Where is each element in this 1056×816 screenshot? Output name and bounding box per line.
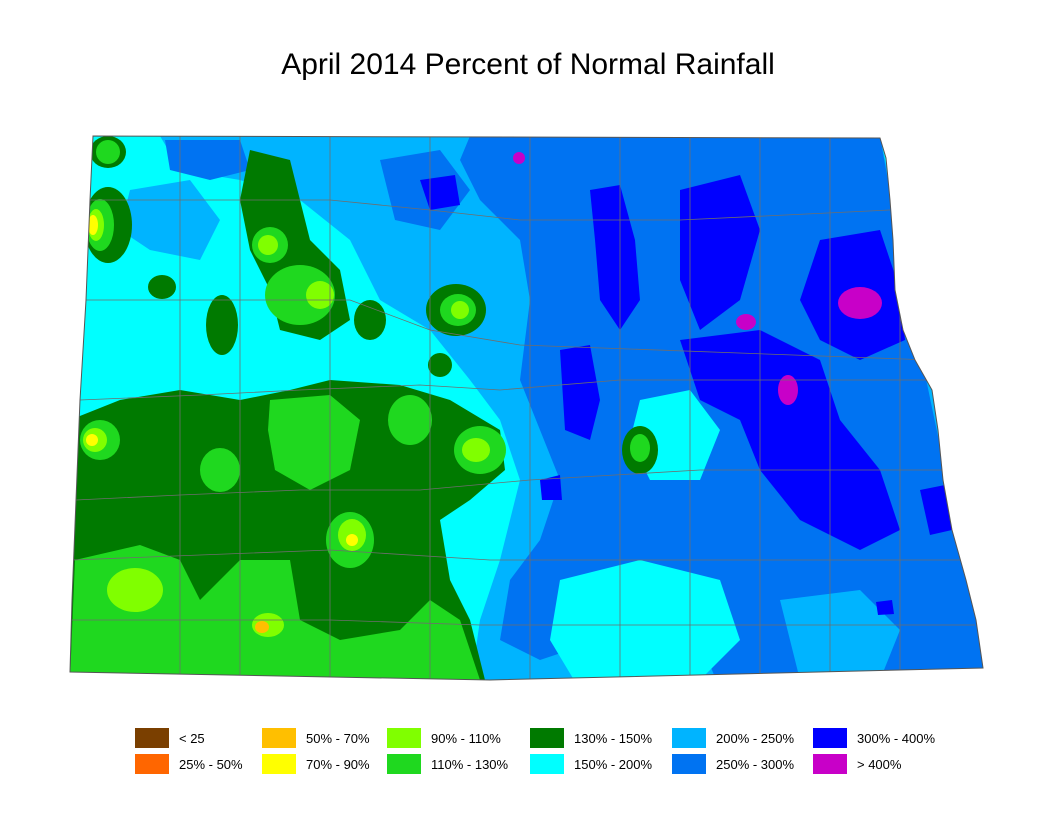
legend-swatch [672,754,706,774]
state-outline [69,135,984,681]
legend-item: 90% - 110% [387,728,501,748]
zone-300-400-e [560,345,600,440]
zone-70-90-c [88,215,98,235]
legend-label: 130% - 150% [574,730,653,746]
zone-over-400-b [778,375,798,405]
legend-swatch [387,728,421,748]
zone-300-400-i [876,600,894,615]
legend-item: 130% - 150% [530,728,652,748]
legend-label: > 400% [857,756,902,772]
legend-swatch [262,754,296,774]
legend-item: 200% - 250% [672,728,794,748]
legend-swatch [672,728,706,748]
legend-swatch [530,728,564,748]
zone-300-400-h [540,475,562,500]
zone-90-110-d [306,281,334,309]
legend-item: 250% - 300% [672,754,794,774]
zone-250-300-nw [165,140,250,180]
zone-over-400-c [736,314,756,330]
legend-item: 110% - 130% [387,754,508,774]
rainfall-map [69,135,984,681]
zone-130-150-c [354,300,386,340]
zone-300-400-f [920,485,952,535]
legend-item: 50% - 70% [262,728,370,748]
zone-90-110-c [462,438,490,462]
zone-130-150-d [206,295,238,355]
legend-swatch [813,728,847,748]
legend: < 25 25% - 50% 50% - 70% 70% - 90% 90% - 110… [135,728,965,778]
legend-swatch [135,728,169,748]
zone-130-150-h [428,353,452,377]
zone-300-400-d [680,330,900,550]
legend-label: 110% - 130% [431,756,509,772]
zone-150-200-se-island2 [780,590,900,680]
legend-swatch [387,754,421,774]
zone-110-130-i [96,140,120,164]
zone-over-400-a [838,287,882,319]
legend-swatch [135,754,169,774]
legend-item: < 25 [135,728,205,748]
zone-90-110-a [107,568,163,612]
legend-item: 25% - 50% [135,754,243,774]
legend-label: 300% - 400% [857,730,936,746]
legend-item: 70% - 90% [262,754,370,774]
zone-over-400-d [513,152,525,164]
legend-label: < 25 [179,730,205,746]
legend-item: 300% - 400% [813,728,935,748]
legend-label: 70% - 90% [306,756,370,772]
zone-110-130-d [265,265,335,325]
zone-70-90-a [346,534,358,546]
zone-110-130-a [388,395,432,445]
legend-swatch [262,728,296,748]
legend-label: 250% - 300% [716,756,795,772]
legend-label: 50% - 70% [306,730,370,746]
county-lines [70,136,975,680]
legend-swatch [530,754,564,774]
zone-110-130-g [630,434,650,462]
legend-label: 90% - 110% [431,730,501,746]
legend-label: 150% - 200% [574,756,653,772]
legend-item: 150% - 200% [530,754,652,774]
zone-110-130-central [268,395,360,490]
map-title: April 2014 Percent of Normal Rainfall [281,48,775,81]
zone-110-130-sw [70,545,480,680]
zone-110-130-k [200,448,240,492]
zone-70-90-b [86,434,98,446]
legend-label: 200% - 250% [716,730,795,746]
rainfall-zones [70,136,983,680]
zone-90-110-h [451,301,469,319]
zone-90-110-e [258,235,278,255]
legend-swatch [813,754,847,774]
zone-300-400-b [680,175,760,330]
legend-label: 25% - 50% [179,756,243,772]
zone-300-400-a [590,185,640,330]
legend-item: > 400% [813,754,901,774]
zone-50-70-a [255,621,269,633]
zone-130-150-e [148,275,176,299]
